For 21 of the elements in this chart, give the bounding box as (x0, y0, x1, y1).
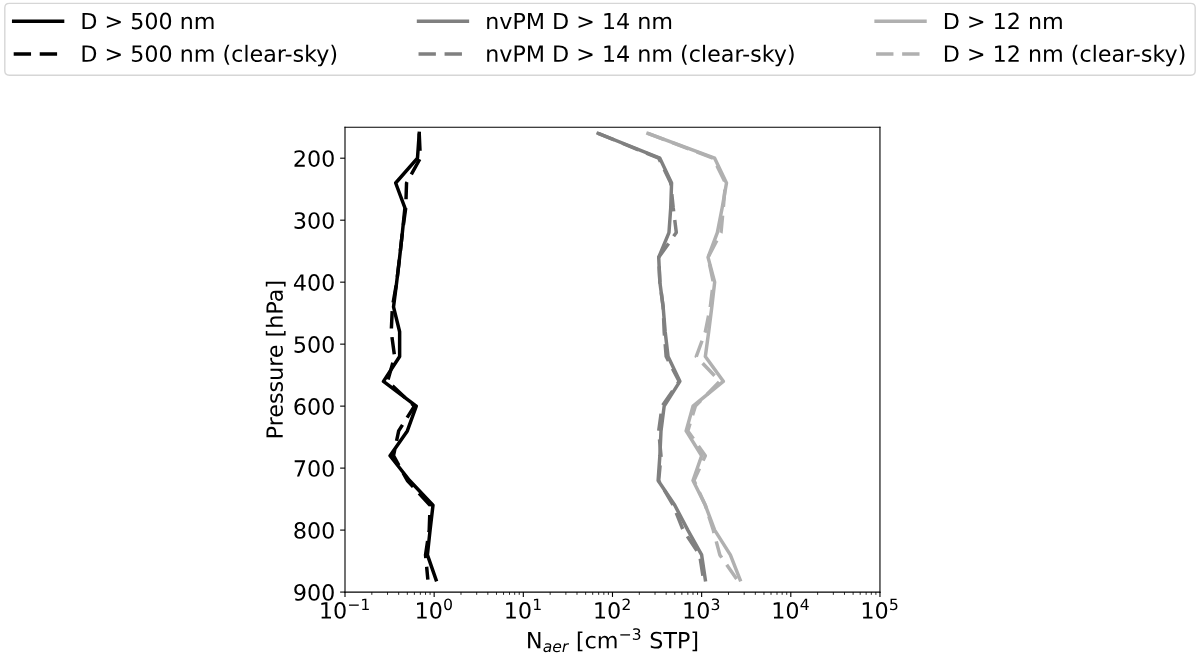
x-tick-label: 10$^{0}$ (417, 598, 452, 619)
legend-label: nvPM D > 14 nm (clear-sky) (487, 44, 794, 67)
y-tick-label: 500 (294, 336, 334, 353)
y-tick-label: 600 (294, 398, 334, 415)
x-axis-title: N$_{aer}$ [cm$^{−3}$ STP] (528, 628, 698, 653)
x-tick-label: 10$^{5}$ (862, 598, 898, 619)
y-tick-label: 300 (294, 212, 334, 229)
y-tick-label: 700 (294, 460, 334, 477)
y-tick-label: 800 (294, 522, 334, 539)
legend-label: D > 12 nm (clear-sky) (944, 44, 1185, 67)
legend-label: nvPM D > 14 nm (487, 12, 672, 30)
legend-label: D > 12 nm (944, 12, 1062, 30)
legend-label: D > 500 nm (clear-sky) (82, 44, 337, 67)
x-tick-label: 10$^{1}$ (506, 598, 541, 619)
x-tick-label: 10$^{3}$ (684, 598, 720, 619)
y-tick-label: 200 (294, 150, 334, 167)
y-axis-title: Pressure [hPa] (265, 281, 286, 438)
y-tick-label: 400 (293, 274, 334, 291)
x-tick-label: 10$^{2}$ (595, 598, 630, 619)
x-tick-label: 10$^{4}$ (773, 598, 809, 619)
legend-label: D > 500 nm (82, 12, 214, 30)
